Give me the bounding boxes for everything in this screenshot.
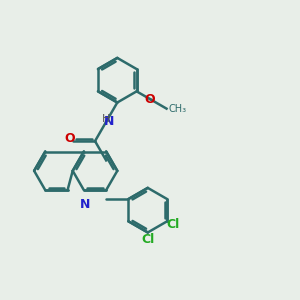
Text: O: O bbox=[64, 132, 75, 145]
Text: Cl: Cl bbox=[141, 233, 154, 246]
Text: CH₃: CH₃ bbox=[168, 103, 186, 114]
Text: O: O bbox=[145, 93, 155, 106]
Text: N: N bbox=[80, 198, 91, 211]
Text: N: N bbox=[104, 115, 114, 128]
Text: Cl: Cl bbox=[166, 218, 179, 231]
Text: H: H bbox=[102, 113, 110, 124]
